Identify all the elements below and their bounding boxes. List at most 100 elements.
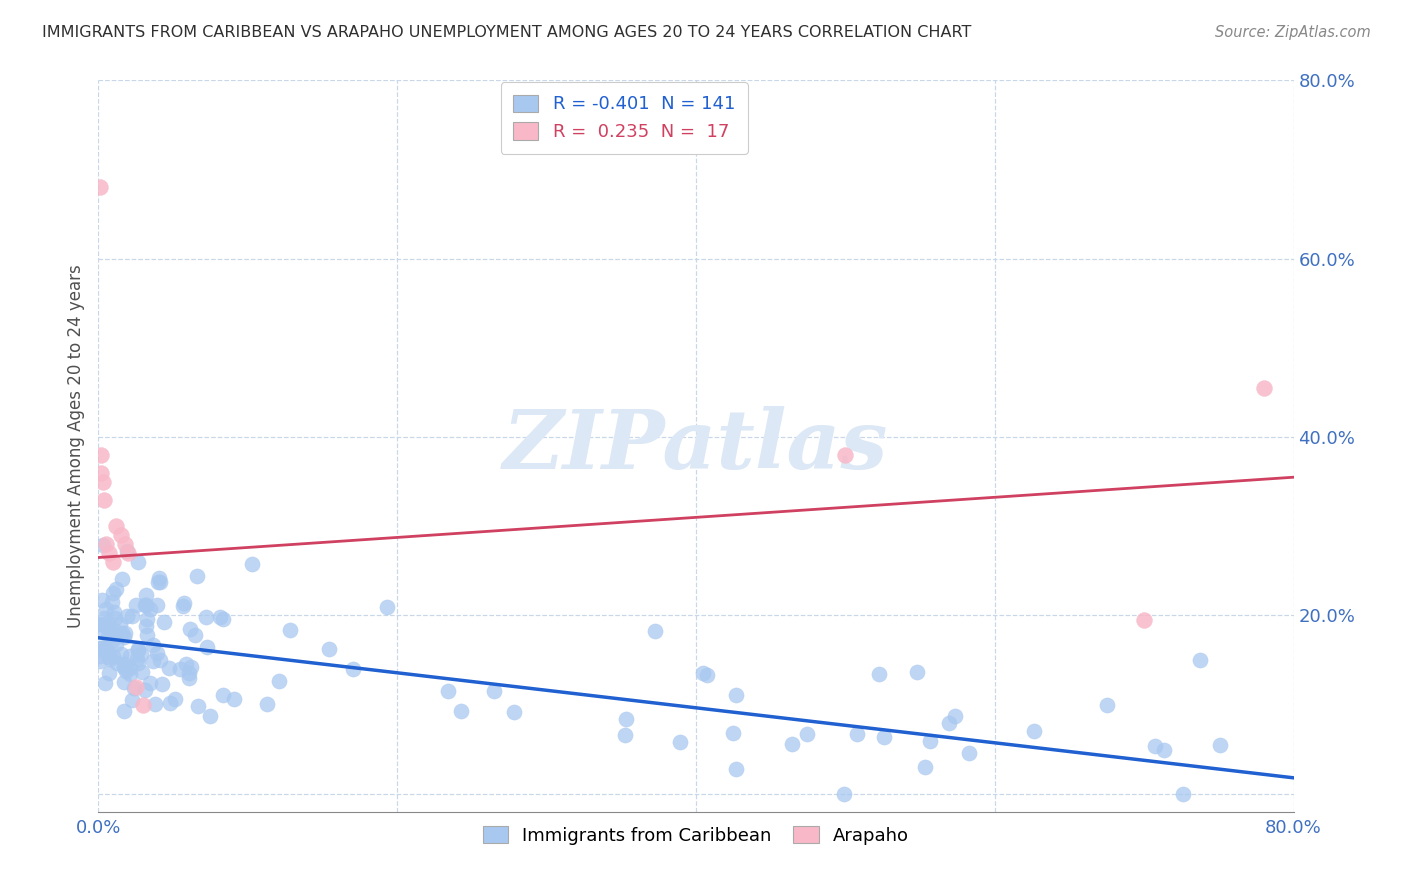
Point [186,569,208,583]
Point [112,657,135,672]
Point [94,640,117,655]
Point [98,652,121,666]
Point [318,642,340,657]
Point [195,640,218,654]
Point [125,652,148,666]
Point [142,638,165,652]
Point [121,609,143,624]
Point [129,647,152,661]
Point [121,692,143,706]
Point [149,574,172,589]
Point [1133,613,1156,627]
Point [240,558,263,572]
Point [94,643,117,657]
Point [834,448,856,462]
Point [94,645,117,659]
Point [100,634,122,648]
Point [127,657,149,671]
Point [112,675,135,690]
Point [724,689,747,703]
Point [89,654,111,668]
Point [101,626,124,640]
Point [920,734,942,748]
Point [97,666,120,681]
Point [142,654,165,668]
Point [89,640,111,655]
Point [957,746,980,760]
Point [89,648,111,663]
Point [104,624,127,639]
Point [105,656,128,670]
Point [222,691,245,706]
Point [832,787,855,801]
Point [177,671,200,685]
Point [1153,743,1175,757]
Point [135,598,157,612]
Point [134,598,156,612]
Point [127,642,149,657]
Point [125,680,148,694]
Point [914,760,936,774]
Point [780,737,803,751]
Point [97,615,120,630]
Point [122,681,145,695]
Point [120,666,142,681]
Point [212,611,235,625]
Point [194,609,217,624]
Point [1022,723,1045,738]
Point [135,588,157,602]
Point [96,602,118,616]
Point [180,660,202,674]
Point [148,575,170,590]
Point [105,519,128,533]
Point [112,704,135,718]
Point [94,537,117,551]
Point [103,555,125,569]
Point [89,180,111,194]
Point [375,599,398,614]
Point [503,706,526,720]
Point [101,586,124,600]
Point [97,630,120,644]
Point [93,492,115,507]
Point [112,660,135,674]
Point [91,592,114,607]
Point [165,691,187,706]
Point [1143,739,1166,753]
Point [91,538,114,552]
Point [98,650,121,665]
Point [97,546,120,560]
Point [150,677,173,691]
Point [1097,698,1119,713]
Point [845,727,868,741]
Point [127,555,149,569]
Point [186,698,208,713]
Point [139,602,162,616]
Point [614,712,637,726]
Legend: Immigrants from Caribbean, Arapaho: Immigrants from Caribbean, Arapaho [470,814,922,857]
Point [1208,738,1230,752]
Point [112,659,135,673]
Point [179,622,201,636]
Point [796,727,818,741]
Point [177,666,200,681]
Point [90,466,112,480]
Point [114,537,136,551]
Point [131,665,153,680]
Point [1173,787,1195,801]
Point [148,572,170,586]
Point [184,628,207,642]
Point [91,625,114,640]
Point [110,647,132,661]
Point [111,572,134,586]
Point [136,628,159,642]
Text: Source: ZipAtlas.com: Source: ZipAtlas.com [1215,25,1371,40]
Point [125,598,148,612]
Point [114,625,136,640]
Point [136,612,159,626]
Point [1253,381,1275,395]
Point [108,617,131,632]
Point [724,762,747,776]
Point [943,709,966,723]
Point [159,696,181,710]
